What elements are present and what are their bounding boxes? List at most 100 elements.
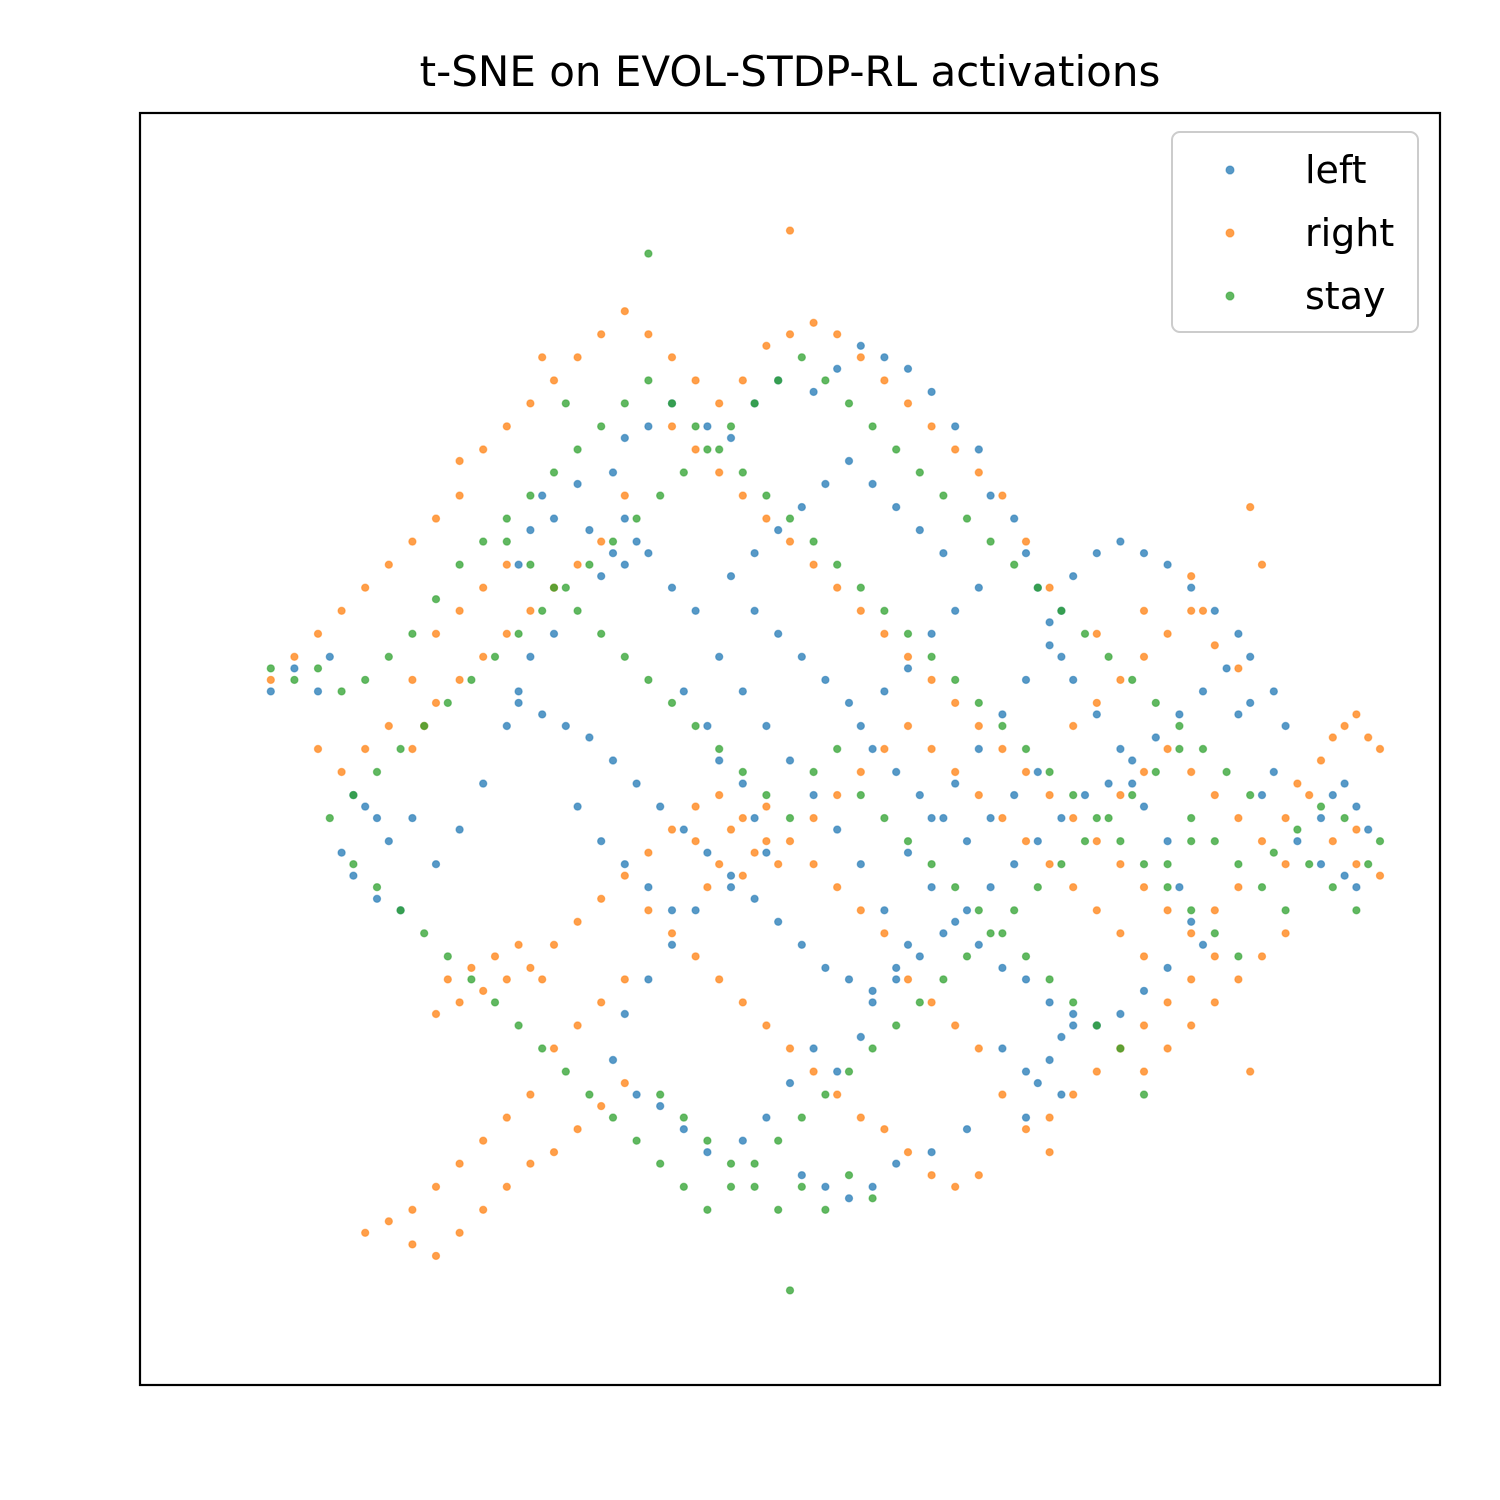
point-left (1222, 664, 1231, 673)
point-left (833, 825, 842, 834)
point-left (797, 652, 807, 662)
point-right (1163, 744, 1172, 754)
point-left (608, 468, 618, 477)
point-left (726, 433, 736, 443)
point-stay (951, 883, 960, 892)
point-right (408, 1205, 417, 1215)
point-left (573, 802, 582, 811)
point-stay (1092, 1021, 1102, 1030)
point-right (384, 560, 393, 569)
point-left (1352, 802, 1361, 811)
point-stay (738, 468, 748, 477)
point-stay (856, 790, 866, 800)
point-left (833, 1067, 842, 1076)
point-left (1045, 1055, 1054, 1065)
point-right (738, 376, 748, 385)
point-right (809, 560, 818, 569)
point-left (1281, 721, 1290, 731)
point-stay (656, 491, 665, 500)
point-left (1057, 1032, 1066, 1042)
point-stay (372, 883, 382, 892)
legend-label-left: left (1305, 148, 1367, 192)
point-stay (998, 721, 1007, 731)
point-stay (644, 376, 653, 385)
point-left (620, 1009, 630, 1019)
point-stay (549, 468, 559, 477)
point-right (762, 1021, 771, 1030)
point-right (597, 537, 606, 546)
point-left (361, 802, 370, 811)
point-left (703, 1147, 712, 1157)
point-left (797, 940, 807, 950)
chart-title: t-SNE on EVOL-STDP-RL activations (420, 47, 1161, 96)
point-stay (703, 1205, 712, 1215)
point-stay (1033, 883, 1043, 892)
point-stay (349, 860, 358, 869)
point-stay (420, 929, 429, 938)
point-left (549, 629, 559, 639)
point-right (597, 330, 606, 339)
point-right (927, 422, 936, 431)
point-stay (1234, 860, 1243, 869)
point-stay (597, 422, 606, 431)
point-stay (632, 514, 641, 523)
point-stay (1045, 767, 1054, 777)
point-left (1127, 756, 1137, 765)
point-right (479, 986, 488, 996)
point-right (903, 975, 913, 984)
point-stay (1068, 790, 1078, 800)
point-right (620, 871, 630, 880)
point-left (1363, 825, 1373, 834)
point-stay (903, 837, 913, 846)
point-left (679, 1124, 689, 1134)
point-left (809, 1044, 818, 1053)
point-stay (1163, 860, 1172, 869)
point-stay (679, 468, 689, 477)
point-left (1021, 975, 1031, 984)
point-left (892, 502, 901, 512)
point-stay (597, 629, 606, 639)
point-left (691, 906, 700, 915)
point-right (715, 399, 724, 408)
point-left (892, 975, 901, 984)
point-left (856, 860, 866, 869)
point-right (1092, 629, 1102, 639)
point-left (1186, 917, 1196, 927)
point-right (337, 767, 346, 777)
point-right (620, 491, 630, 500)
point-stay (809, 537, 818, 546)
point-right (691, 952, 700, 961)
point-stay (833, 560, 842, 569)
point-right (597, 1101, 606, 1111)
point-stay (1092, 813, 1102, 823)
point-right (337, 606, 346, 616)
point-right (1045, 860, 1054, 869)
point-right (774, 860, 783, 869)
point-left (821, 675, 830, 685)
point-left (856, 721, 866, 731)
point-left (632, 537, 641, 546)
point-right (927, 675, 936, 685)
point-right (974, 468, 984, 477)
point-right (526, 1159, 535, 1168)
point-right (833, 583, 842, 592)
point-right (738, 871, 748, 880)
point-left (1104, 779, 1113, 788)
point-stay (490, 652, 500, 662)
point-right (951, 445, 960, 454)
point-right (1068, 883, 1078, 892)
point-left (1045, 641, 1054, 650)
point-stay (1186, 813, 1196, 823)
point-right (1116, 929, 1125, 938)
point-left (1234, 629, 1243, 639)
point-left (1139, 986, 1149, 996)
point-right (502, 560, 511, 569)
point-right (974, 790, 984, 800)
point-right (667, 825, 677, 834)
point-right (833, 330, 842, 339)
point-right (998, 744, 1007, 754)
point-left (585, 525, 594, 535)
point-right (443, 975, 452, 984)
point-stay (821, 376, 830, 385)
point-left (939, 813, 948, 823)
